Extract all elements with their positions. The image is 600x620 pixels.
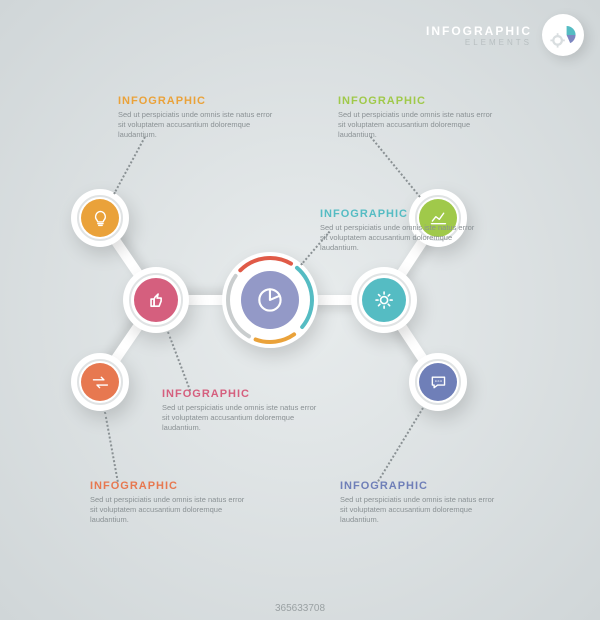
text-title: INFOGRAPHIC bbox=[118, 95, 278, 107]
text-body: Sed ut perspiciatis unde omnis iste natu… bbox=[338, 110, 498, 140]
text-block-tl: INFOGRAPHIC Sed ut perspiciatis unde omni… bbox=[118, 95, 278, 140]
text-body: Sed ut perspiciatis unde omnis iste natu… bbox=[90, 495, 250, 525]
watermark: 365633708 bbox=[275, 603, 325, 614]
text-block-cb: INFOGRAPHIC Sed ut perspiciatis unde omni… bbox=[162, 388, 322, 433]
text-title: INFOGRAPHIC bbox=[338, 95, 498, 107]
text-block-br: INFOGRAPHIC Sed ut perspiciatis unde omni… bbox=[340, 480, 500, 525]
dotted-connector bbox=[113, 136, 146, 194]
text-block-tr: INFOGRAPHIC Sed ut perspiciatis unde omni… bbox=[338, 95, 498, 140]
node-br bbox=[409, 353, 467, 411]
thumb-icon bbox=[134, 278, 178, 322]
text-body: Sed ut perspiciatis unde omnis iste natu… bbox=[162, 403, 322, 433]
arrows-icon bbox=[81, 363, 119, 401]
dotted-connector bbox=[167, 332, 191, 392]
text-body: Sed ut perspiciatis unde omnis iste natu… bbox=[320, 223, 480, 253]
chat-icon bbox=[419, 363, 457, 401]
text-title: INFOGRAPHIC bbox=[162, 388, 322, 400]
bulb-icon bbox=[81, 199, 119, 237]
dotted-connector bbox=[369, 135, 420, 197]
gear-icon bbox=[362, 278, 406, 322]
dotted-connector bbox=[104, 411, 119, 481]
node-tl bbox=[71, 189, 129, 247]
node-pie bbox=[222, 252, 318, 348]
text-title: INFOGRAPHIC bbox=[320, 208, 480, 220]
text-body: Sed ut perspiciatis unde omnis iste natu… bbox=[340, 495, 500, 525]
node-bl bbox=[71, 353, 129, 411]
node-thumb bbox=[123, 267, 189, 333]
text-title: INFOGRAPHIC bbox=[90, 480, 250, 492]
text-body: Sed ut perspiciatis unde omnis iste natu… bbox=[118, 110, 278, 140]
dotted-connector bbox=[377, 407, 424, 481]
diagram-stage: INFOGRAPHIC Sed ut perspiciatis unde omni… bbox=[0, 0, 600, 620]
text-block-c: INFOGRAPHIC Sed ut perspiciatis unde omni… bbox=[320, 208, 480, 253]
pie-icon bbox=[241, 271, 299, 329]
text-block-bl: INFOGRAPHIC Sed ut perspiciatis unde omni… bbox=[90, 480, 250, 525]
text-title: INFOGRAPHIC bbox=[340, 480, 500, 492]
node-gear bbox=[351, 267, 417, 333]
